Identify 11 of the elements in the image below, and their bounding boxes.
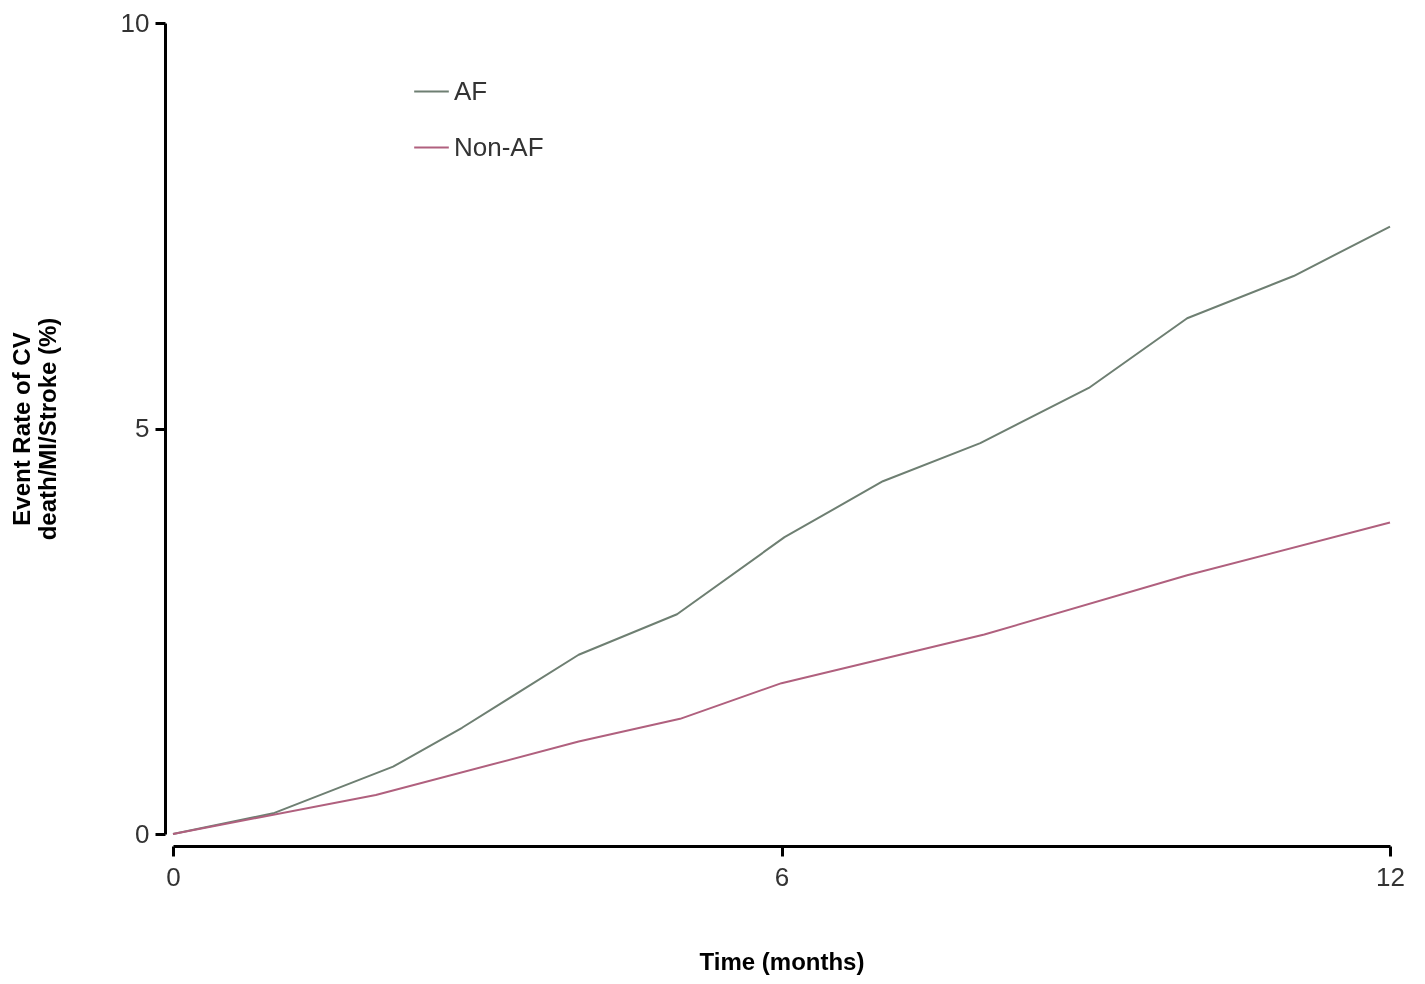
legend-label: AF [454, 75, 488, 106]
line-series [172, 521, 1391, 835]
x-tick-label: 6 [774, 861, 790, 892]
y-tick-label: 5 [135, 413, 150, 443]
x-axis-title: Time (months) [699, 947, 865, 975]
legend-label: Non-AF [454, 131, 544, 162]
y-tick-label: 10 [120, 7, 150, 38]
x-tick-label: 0 [166, 861, 181, 892]
y-tick-label: 0 [135, 818, 150, 849]
y-axis-title: Event Rate of CV death/MI/Stroke (%) [7, 317, 61, 541]
x-tick-label: 12 [1376, 861, 1405, 892]
